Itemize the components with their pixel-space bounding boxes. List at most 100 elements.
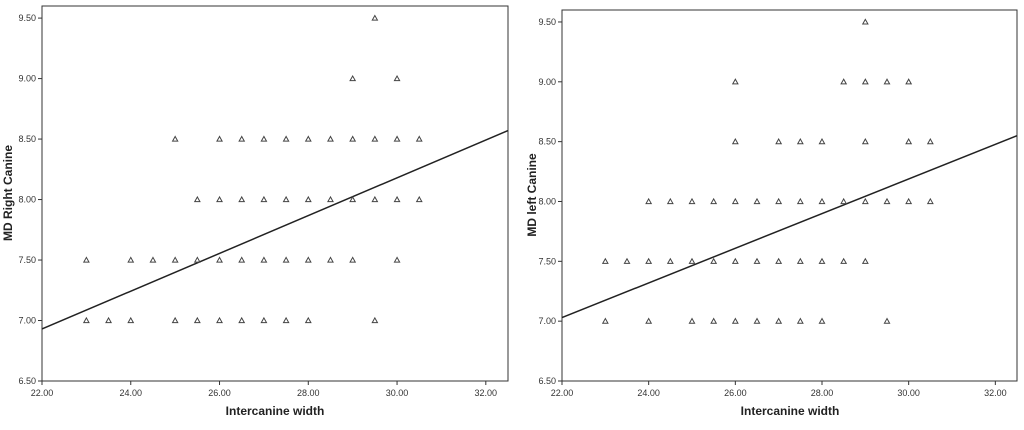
data-point-triangle xyxy=(775,197,783,205)
y-axis-ticks: 6.50 7.00 7.50 8.00 8.50 9.00 9.50 xyxy=(18,13,42,386)
data-point-triangle xyxy=(666,257,674,264)
data-point-triangle xyxy=(883,78,891,85)
y-tick-label: 6.50 xyxy=(18,376,36,386)
data-point-triangle xyxy=(818,317,826,324)
fit-line xyxy=(41,129,509,330)
x-tick-label: 24.00 xyxy=(637,388,660,398)
data-point-triangle xyxy=(371,14,379,21)
data-point-triangle xyxy=(775,317,783,324)
data-point-triangle xyxy=(149,256,157,263)
data-point-triangle xyxy=(304,195,312,203)
x-tick-label: 28.00 xyxy=(297,388,320,398)
data-point-triangle xyxy=(216,195,223,203)
data-point-triangle xyxy=(171,316,179,324)
y-tick-label: 8.50 xyxy=(538,137,556,147)
data-point-triangle xyxy=(861,78,869,85)
data-point-triangle xyxy=(883,197,891,205)
data-point-triangle xyxy=(327,256,334,263)
data-point-triangle xyxy=(193,256,201,263)
data-point-triangle xyxy=(840,78,848,85)
y-tick-label: 7.00 xyxy=(538,316,556,326)
data-point-triangle xyxy=(393,135,401,142)
data-point-triangle xyxy=(753,197,761,205)
data-point-triangle xyxy=(238,316,246,324)
data-point-triangle xyxy=(393,195,401,203)
data-point-triangle xyxy=(645,197,653,205)
data-point-triangle xyxy=(282,135,290,142)
data-point-triangle xyxy=(883,317,891,324)
data-point-triangle xyxy=(710,257,718,264)
data-point-triangle xyxy=(861,138,869,145)
x-tick-label: 28.00 xyxy=(811,388,834,398)
x-tick-label: 30.00 xyxy=(897,388,920,398)
y-tick-label: 9.50 xyxy=(18,13,36,23)
data-point-triangle xyxy=(818,138,826,145)
data-point-triangle xyxy=(861,18,869,25)
data-point-triangle xyxy=(216,256,223,263)
data-point-triangle xyxy=(349,135,357,142)
data-point-triangle xyxy=(349,74,357,82)
data-point-triangle xyxy=(304,135,312,142)
y-tick-label: 6.50 xyxy=(538,376,556,386)
fit-line xyxy=(561,134,1018,319)
data-point-triangle xyxy=(216,316,223,324)
data-point-triangle xyxy=(171,256,179,263)
data-point-triangle xyxy=(260,316,268,324)
x-tick-label: 26.00 xyxy=(208,388,231,398)
y-tick-label: 9.50 xyxy=(538,17,556,27)
data-point-triangle xyxy=(260,135,268,142)
data-point-triangle xyxy=(82,256,90,263)
y-axis-title: MD Right Canine xyxy=(1,145,15,241)
x-tick-label: 26.00 xyxy=(724,388,747,398)
x-tick-label: 24.00 xyxy=(119,388,142,398)
data-point-triangle xyxy=(905,197,913,205)
x-axis-ticks: 22.00 24.00 26.00 28.00 30.00 32.00 xyxy=(31,381,497,398)
data-point-triangle xyxy=(393,256,401,263)
x-tick-label: 30.00 xyxy=(386,388,409,398)
data-point-triangle xyxy=(238,195,246,203)
data-point-triangle xyxy=(710,197,718,205)
data-point-triangle xyxy=(393,74,401,82)
data-point-triangle xyxy=(861,257,869,264)
data-point-triangle xyxy=(796,138,804,145)
data-point-triangle xyxy=(623,257,631,264)
data-point-triangle xyxy=(775,257,783,264)
data-point-triangle xyxy=(645,317,653,324)
data-point-triangle xyxy=(926,138,934,145)
data-point-triangle xyxy=(349,256,357,263)
data-point-triangle xyxy=(282,195,290,203)
data-point-triangle xyxy=(415,195,423,203)
data-point-triangle xyxy=(349,195,357,203)
data-point-triangle xyxy=(371,135,379,142)
data-point-triangle xyxy=(238,256,246,263)
y-tick-label: 8.00 xyxy=(538,196,556,206)
plot-area xyxy=(561,9,1018,382)
data-point-triangle xyxy=(688,197,696,205)
data-point-triangle xyxy=(171,135,179,142)
chart-panel-left-canine: 6.507.007.508.008.509.009.50 22.00 24.00 2… xyxy=(525,9,1018,418)
x-tick-label: 32.00 xyxy=(475,388,498,398)
x-axis-ticks: 22.00 24.00 26.00 28.00 30.00 32.00 xyxy=(551,381,1007,398)
data-point-triangle xyxy=(905,138,913,145)
data-point-triangle xyxy=(260,195,268,203)
data-point-triangle xyxy=(371,316,379,324)
y-tick-label: 8.50 xyxy=(18,134,36,144)
data-point-triangle xyxy=(775,138,783,145)
data-point-triangle xyxy=(601,317,609,324)
data-point-triangle xyxy=(260,256,268,263)
data-point-triangle xyxy=(753,317,761,324)
data-point-triangle xyxy=(127,256,135,263)
data-point-triangle xyxy=(840,197,848,205)
data-point-triangle xyxy=(818,257,826,264)
x-tick-label: 22.00 xyxy=(551,388,574,398)
data-point-triangle xyxy=(238,135,246,142)
data-point-triangle xyxy=(796,197,804,205)
x-axis-title: Intercanine width xyxy=(226,404,325,418)
data-point-triangle xyxy=(731,257,739,264)
data-point-triangle xyxy=(688,257,696,264)
data-point-triangle xyxy=(304,316,312,324)
data-point-triangle xyxy=(731,138,739,145)
data-point-triangle xyxy=(926,197,934,205)
y-tick-label: 7.50 xyxy=(18,255,36,265)
